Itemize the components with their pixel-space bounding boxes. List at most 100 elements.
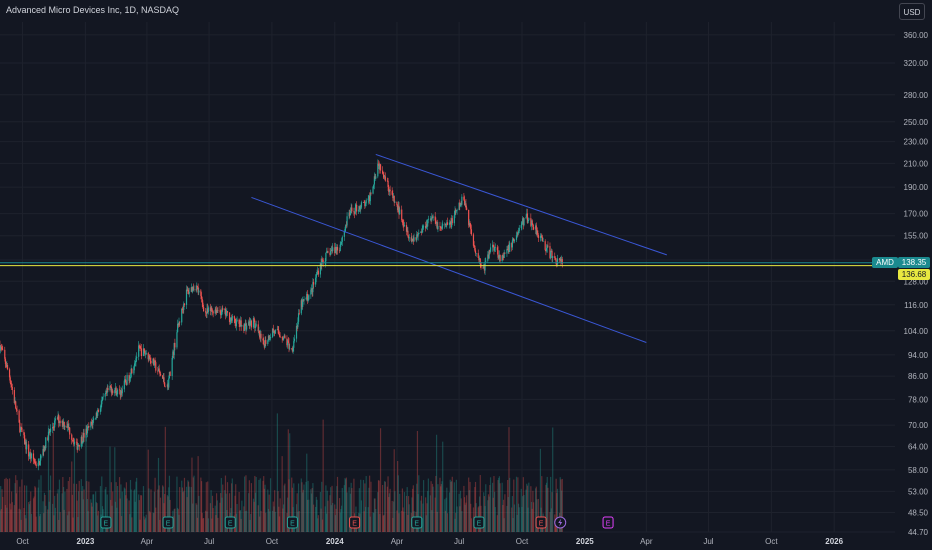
volume-bar [130, 489, 132, 532]
volume-bar [162, 485, 164, 532]
volume-bar [458, 493, 460, 532]
candle-body [507, 244, 509, 250]
candle-body [547, 245, 549, 247]
candle-body [408, 237, 410, 239]
volume-bar [43, 492, 46, 532]
volume-bar [90, 502, 93, 532]
earnings-marker[interactable] [473, 516, 485, 529]
candle-body [359, 206, 361, 210]
volume-bar [416, 430, 419, 532]
volume-bar [250, 513, 252, 532]
candle-body [341, 241, 343, 244]
candle-body [284, 335, 286, 339]
volume-bar [464, 504, 466, 532]
candle-body [396, 201, 398, 206]
volume-bar [138, 494, 140, 532]
volume-bar [418, 475, 420, 532]
candle-body [307, 299, 309, 301]
candle-body [406, 230, 408, 232]
candle-body [133, 363, 136, 367]
volume-bar [403, 511, 405, 532]
volume-bar [338, 498, 341, 532]
candle-body [278, 330, 280, 334]
volume-bar [345, 477, 347, 532]
volume-bar [234, 495, 236, 532]
candle-body [88, 426, 90, 428]
candle-body [483, 267, 485, 269]
earnings-marker[interactable] [286, 516, 298, 529]
candle-body [29, 453, 31, 456]
candle-body [298, 313, 300, 314]
earnings-marker[interactable] [349, 516, 361, 529]
candle-body [350, 207, 352, 211]
trend-lines[interactable] [0, 153, 895, 343]
candle-body [489, 247, 492, 252]
volume-bar [44, 494, 46, 532]
volume-bar [220, 493, 222, 532]
candle-body [412, 238, 414, 242]
candle-body [437, 226, 439, 230]
volume-bar [559, 477, 561, 532]
earnings-marker[interactable] [224, 516, 236, 529]
volume-bar [498, 477, 500, 532]
price-axis[interactable]: 360.00 320.00 280.00 250.00 230.00 210.00 190.… [904, 31, 929, 537]
volume-bar [264, 484, 266, 532]
volume-bar [177, 507, 179, 532]
candle-body [80, 436, 82, 447]
currency-button[interactable]: USD [899, 3, 925, 20]
candle-body [542, 241, 544, 242]
volume-bar [291, 477, 293, 532]
candle-body [541, 235, 543, 238]
time-axis[interactable]: Oct 2023 Apr Jul Oct 2024 Apr Jul Oct 2025 Apr Jul O… [16, 537, 843, 546]
earnings-marker[interactable] [535, 516, 547, 529]
volume-bar [110, 482, 112, 532]
candle-body [62, 421, 65, 426]
volume-bar [97, 515, 99, 532]
candle-body [427, 219, 429, 227]
volume-bar [341, 505, 343, 532]
volume-bar [53, 515, 55, 532]
volume-bar [166, 495, 168, 532]
candle-body [303, 299, 305, 301]
x-tick-label: Apr [141, 537, 154, 546]
volume-bar [503, 518, 505, 532]
candle-body [539, 236, 542, 238]
earnings-marker[interactable] [411, 516, 423, 529]
volume-bar [536, 499, 538, 532]
candle-body [233, 316, 235, 319]
candle-body [545, 249, 547, 251]
earnings-marker[interactable] [100, 516, 112, 529]
volume-bar [360, 479, 362, 532]
candle-body [269, 337, 271, 340]
volume-bar [62, 486, 65, 532]
candle-body [448, 222, 451, 225]
channel-line-upper[interactable] [375, 153, 667, 256]
volume-bar [196, 517, 199, 532]
candle-body [8, 369, 11, 378]
volume-bar [257, 505, 259, 532]
earnings-marker[interactable] [602, 516, 614, 529]
volume-bar [541, 476, 543, 532]
volume-bar [364, 506, 367, 532]
candle-body [43, 446, 46, 452]
volume-bar [142, 486, 145, 532]
volume-bar [345, 479, 347, 532]
candle-body [159, 373, 162, 376]
candle-body [369, 196, 371, 202]
channel-line-lower[interactable] [251, 196, 647, 343]
earnings-marker[interactable] [162, 516, 174, 529]
candle-body [75, 441, 78, 443]
candle-body [191, 287, 193, 292]
candle-body [48, 431, 50, 433]
y-tick-label: 230.00 [904, 138, 929, 147]
candle-body [100, 404, 102, 409]
volume-bar [439, 477, 441, 532]
candle-body [66, 426, 68, 428]
volume-bar [126, 498, 128, 532]
volume-bar [25, 518, 27, 532]
candle-body [96, 412, 98, 416]
candle-body [330, 251, 332, 255]
candle-body [561, 259, 563, 265]
